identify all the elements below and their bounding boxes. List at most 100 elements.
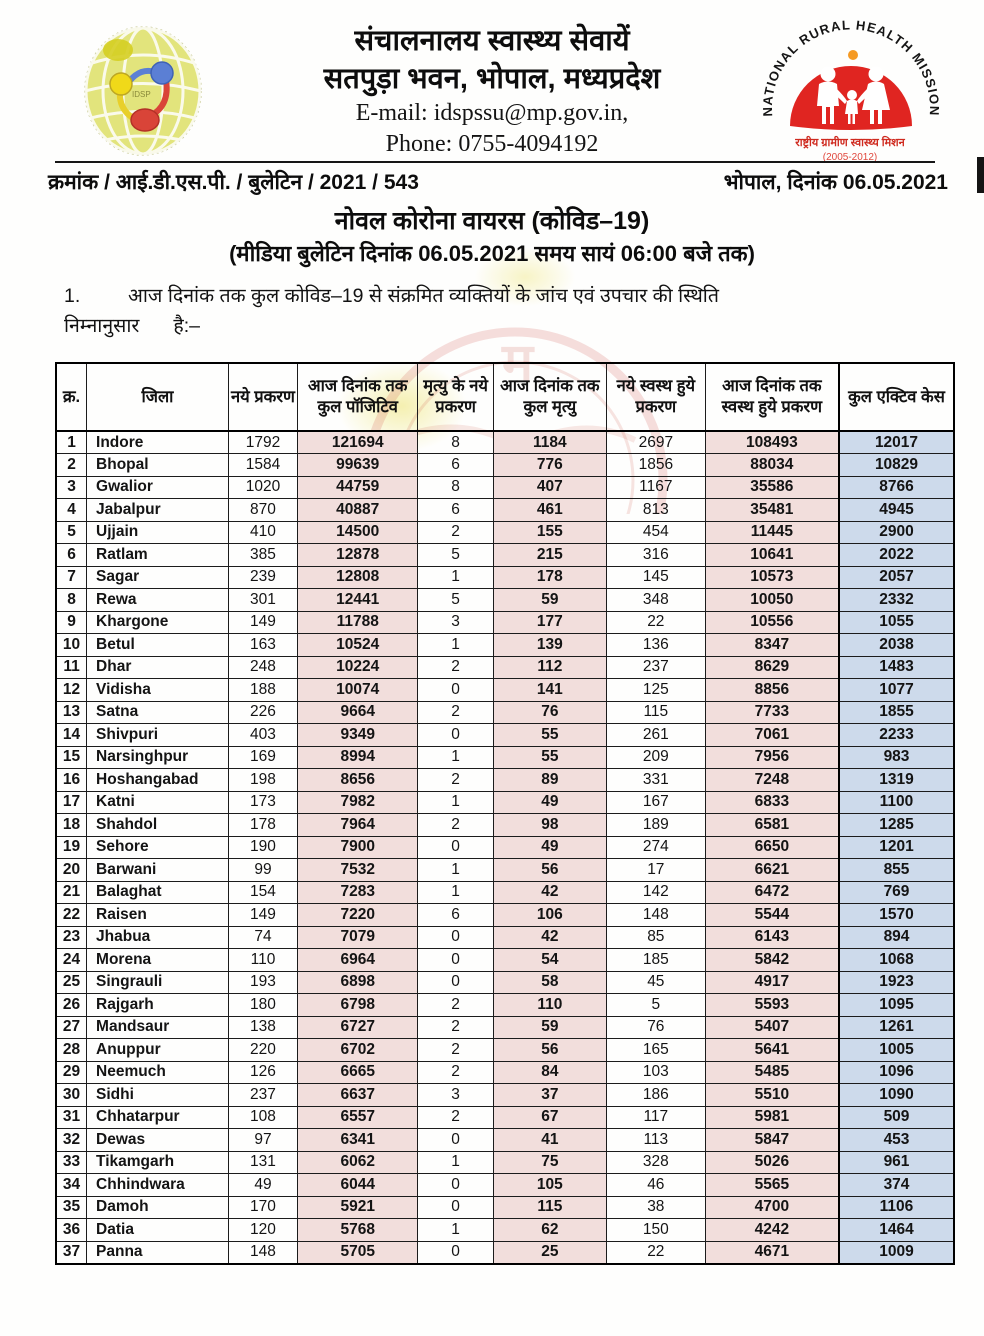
cell-total-recovered: 7733 [704,700,840,724]
cell-total-positive: 6062 [297,1150,419,1174]
cell-new-deaths: 1 [417,880,494,904]
cell-district: Ratlam [86,543,229,567]
cell-total-positive: 8994 [297,745,419,769]
cell-active-cases: 1005 [838,1038,955,1062]
table-row: 37 Panna 148 5705 0 25 22 4671 1009 [55,1240,955,1265]
cell-total-deaths: 115 [492,1195,607,1219]
cell-serial: 29 [55,1060,88,1084]
bulletin-title: नोवल कोरोना वायरस (कोविड–19) [334,207,650,235]
cell-new-recovered: 261 [605,723,706,747]
paragraph-number: 1. [64,285,81,307]
cell-serial: 24 [55,948,88,972]
cell-total-deaths: 42 [492,925,607,949]
cell-serial: 32 [55,1128,88,1152]
cell-new-deaths: 0 [417,1240,494,1265]
cell-total-recovered: 6621 [704,858,840,882]
cell-total-positive: 7283 [297,880,419,904]
cell-new-deaths: 0 [417,1195,494,1219]
cell-new-cases: 110 [227,948,299,972]
cell-new-deaths: 2 [417,1015,494,1039]
cell-total-deaths: 98 [492,813,607,837]
cell-active-cases: 855 [838,858,955,882]
cell-total-deaths: 56 [492,858,607,882]
cell-total-deaths: 155 [492,520,607,544]
cell-serial: 19 [55,835,88,859]
cell-new-recovered: 45 [605,970,706,994]
cell-serial: 36 [55,1218,88,1242]
cell-district: Vidisha [86,678,229,702]
cell-active-cases: 1483 [838,655,955,679]
cell-new-recovered: 454 [605,520,706,544]
table-row: 4 Jabalpur 870 40887 6 461 813 35481 4945 [55,498,955,522]
cell-new-deaths: 0 [417,948,494,972]
cell-serial: 37 [55,1240,88,1265]
cell-total-positive: 6557 [297,1105,419,1129]
nrhm-logo: NATIONAL RURAL HEALTH MISSION राष्ट्रीय … [752,8,948,171]
cell-total-recovered: 5593 [704,993,840,1017]
table-row: 10 Betul 163 10524 1 139 136 8347 2038 [55,633,955,657]
paragraph-line2a: निम्नानुसार [64,315,140,337]
cell-new-deaths: 2 [417,768,494,792]
cell-new-recovered: 1856 [605,453,706,477]
cell-new-cases: 97 [227,1128,299,1152]
cell-total-positive: 7982 [297,790,419,814]
cell-new-deaths: 6 [417,498,494,522]
cell-serial: 31 [55,1105,88,1129]
cell-active-cases: 1464 [838,1218,955,1242]
cell-total-recovered: 6833 [704,790,840,814]
cell-total-recovered: 8347 [704,633,840,657]
cell-total-deaths: 1184 [492,430,607,454]
cell-district: Sehore [86,835,229,859]
cell-total-positive: 6341 [297,1128,419,1152]
cell-district: Balaghat [86,880,229,904]
cell-total-deaths: 54 [492,948,607,972]
cell-total-deaths: 177 [492,610,607,634]
table-row: 23 Jhabua 74 7079 0 42 85 6143 894 [55,925,955,949]
cell-total-deaths: 49 [492,835,607,859]
cell-new-cases: 248 [227,655,299,679]
cell-total-recovered: 5641 [704,1038,840,1062]
cell-active-cases: 1095 [838,993,955,1017]
cell-new-deaths: 1 [417,1150,494,1174]
cell-total-recovered: 35481 [704,498,840,522]
table-row: 28 Anuppur 220 6702 2 56 165 5641 1005 [55,1038,955,1062]
cell-serial: 15 [55,745,88,769]
cell-total-deaths: 89 [492,768,607,792]
cell-new-cases: 385 [227,543,299,567]
cell-active-cases: 983 [838,745,955,769]
cell-district: Shahdol [86,813,229,837]
cell-new-cases: 49 [227,1173,299,1197]
cell-new-cases: 108 [227,1105,299,1129]
cell-new-deaths: 3 [417,1083,494,1107]
cell-total-positive: 7220 [297,903,419,927]
cell-serial: 18 [55,813,88,837]
cell-district: Satna [86,700,229,724]
cell-new-recovered: 813 [605,498,706,522]
cell-total-recovered: 5510 [704,1083,840,1107]
cell-total-deaths: 62 [492,1218,607,1242]
cell-district: Bhopal [86,453,229,477]
cell-total-recovered: 8856 [704,678,840,702]
header-total-deaths: आज दिनांक तक कुल मृत्यु [492,362,607,432]
table-row: 14 Shivpuri 403 9349 0 55 261 7061 2233 [55,723,955,747]
cell-total-positive: 6637 [297,1083,419,1107]
cell-total-deaths: 56 [492,1038,607,1062]
cell-active-cases: 1090 [838,1083,955,1107]
cell-new-cases: 301 [227,588,299,612]
cell-total-positive: 12878 [297,543,419,567]
cell-new-recovered: 22 [605,1240,706,1265]
cell-new-cases: 74 [227,925,299,949]
cell-total-positive: 14500 [297,520,419,544]
cell-active-cases: 894 [838,925,955,949]
cell-new-cases: 149 [227,903,299,927]
header-serial: क्र. [55,362,88,432]
cell-total-deaths: 407 [492,475,607,499]
cell-serial: 26 [55,993,88,1017]
cell-active-cases: 1285 [838,813,955,837]
cell-new-recovered: 125 [605,678,706,702]
header-new-cases: नये प्रकरण [227,362,299,432]
cell-total-deaths: 41 [492,1128,607,1152]
cell-active-cases: 12017 [838,430,955,454]
cell-new-cases: 173 [227,790,299,814]
